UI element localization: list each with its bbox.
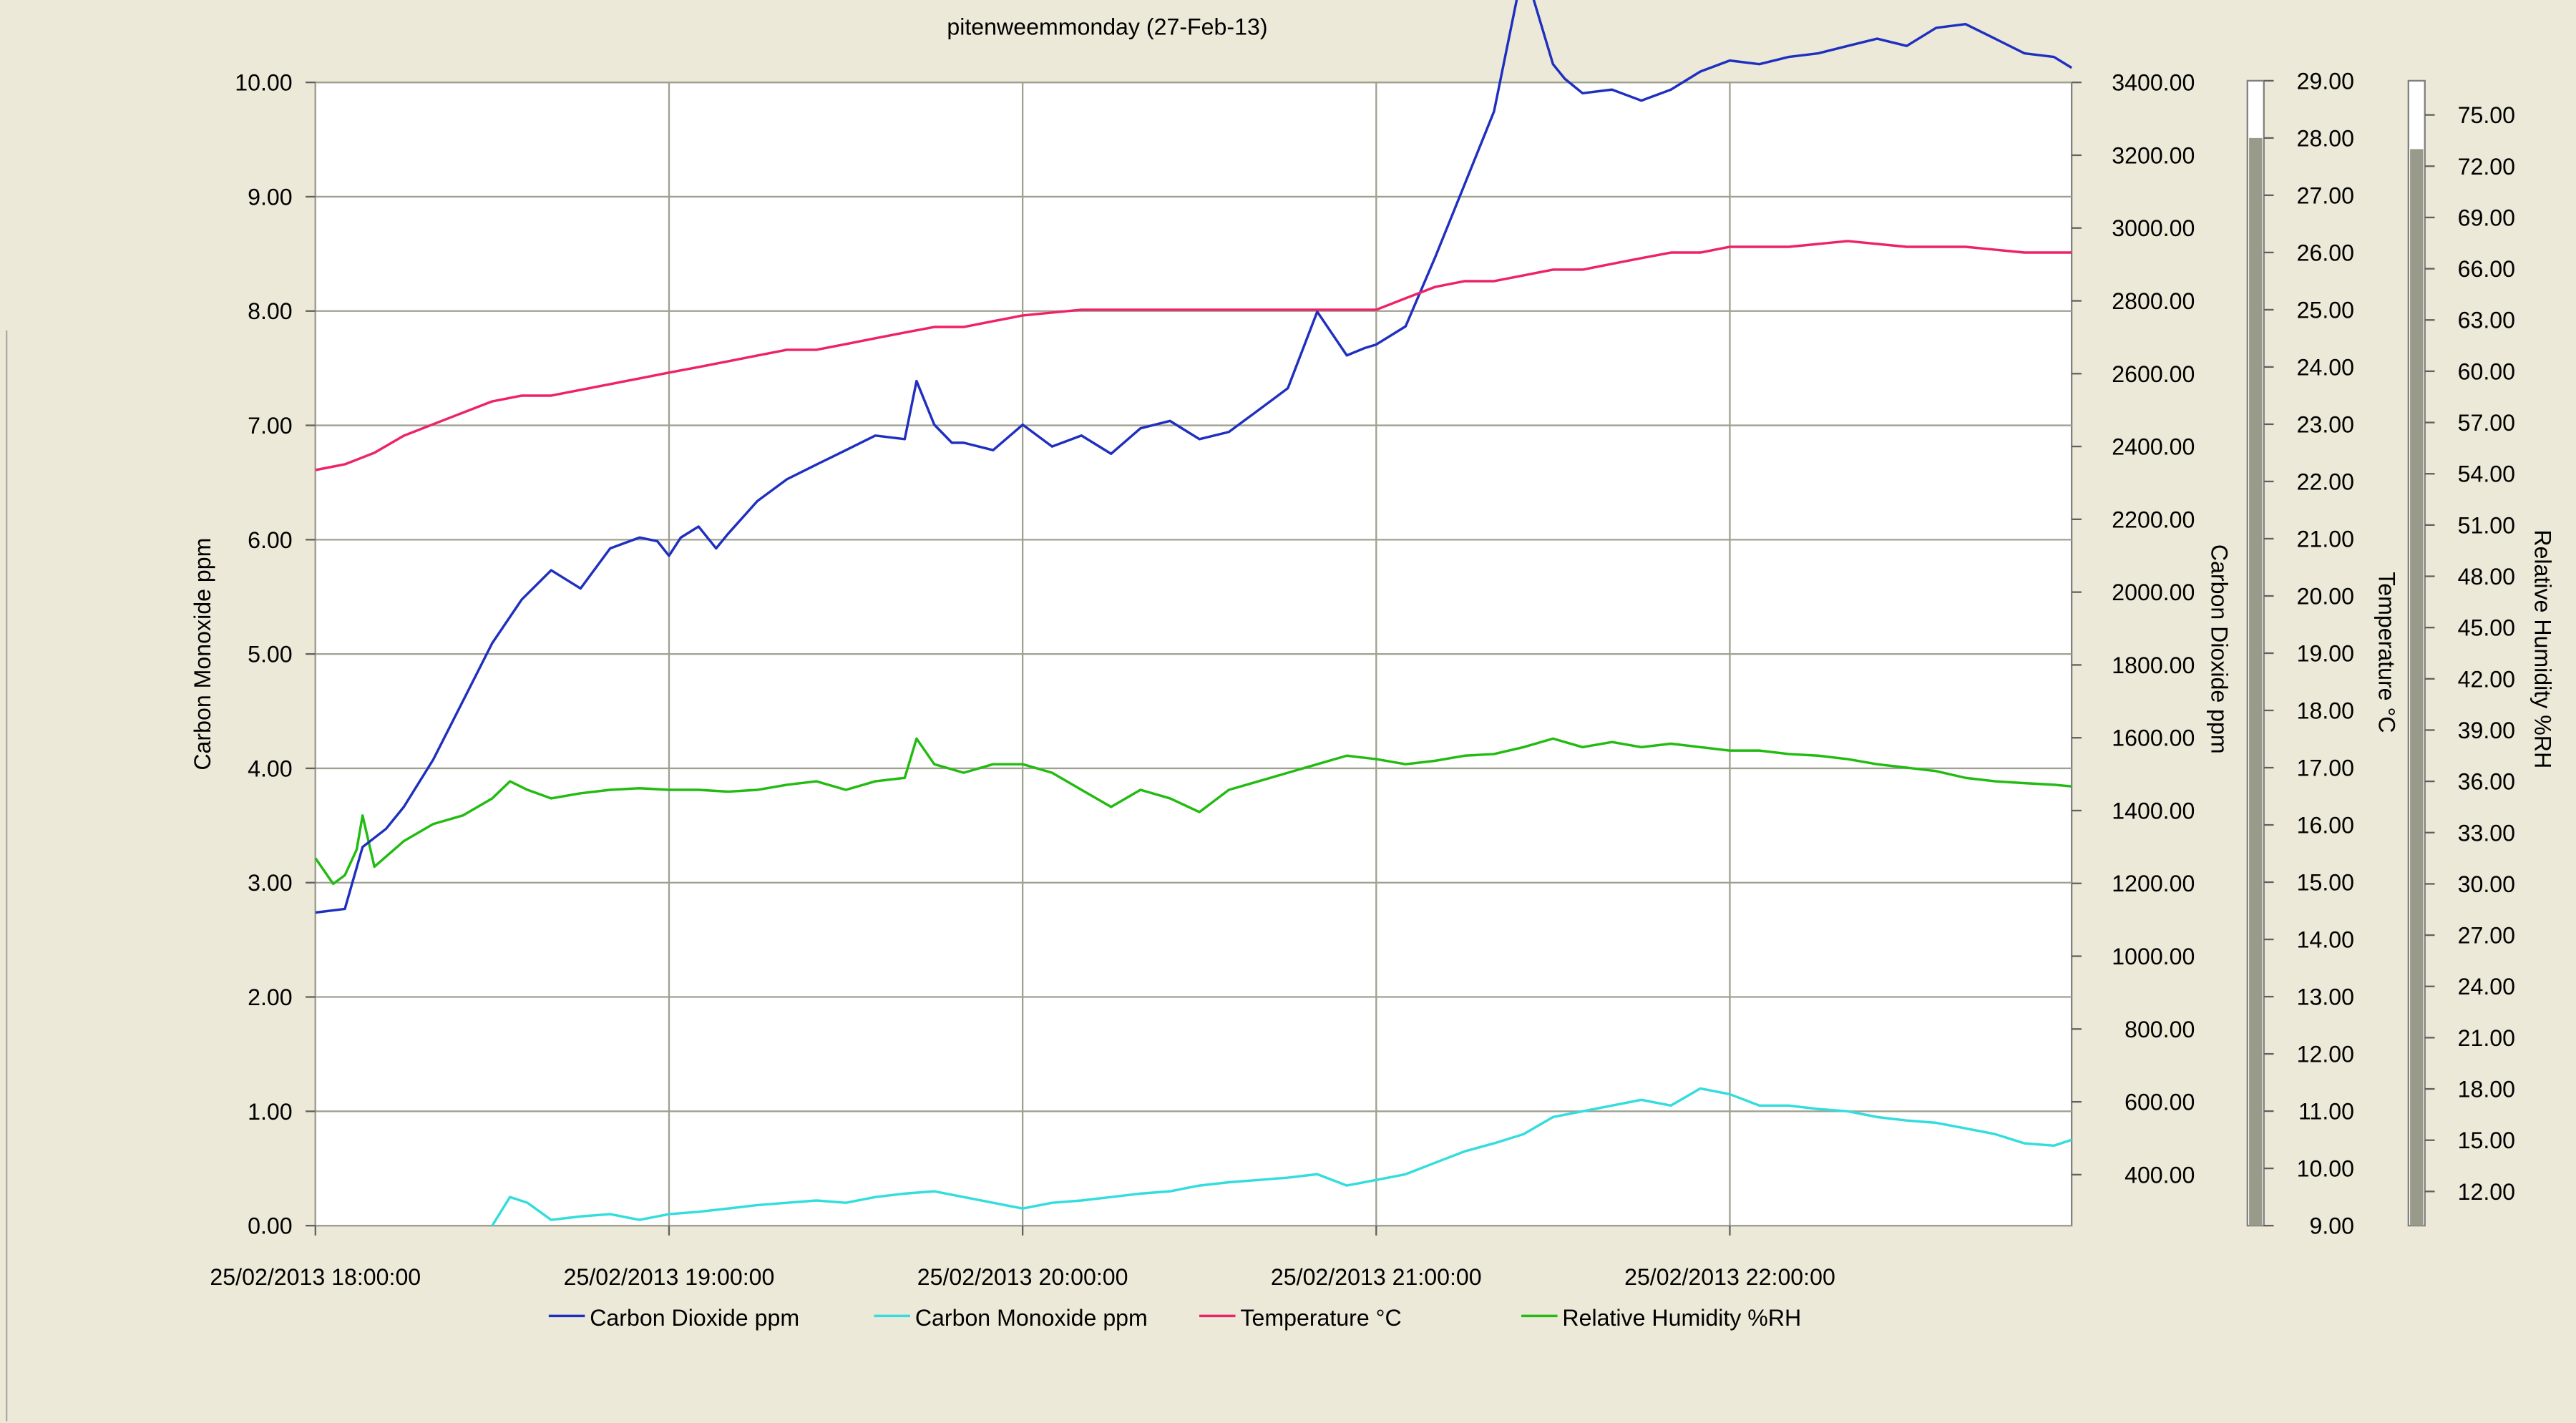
co2-tick-label: 400.00 [2124,1162,2195,1188]
co2-tick-label: 3400.00 [2112,70,2195,96]
legend: Carbon Dioxide ppm Carbon Monoxide ppm Tem… [548,1305,1801,1331]
humidity-tick-label: 30.00 [2458,871,2515,897]
humidity-tick-label: 36.00 [2458,769,2515,795]
co-tick-label: 6.00 [248,527,293,553]
co-tick-label: 0.00 [248,1213,293,1239]
temperature-tick-label: 12.00 [2297,1042,2354,1067]
co2-tick-label: 2400.00 [2112,434,2195,460]
co-tick-label: 2.00 [248,984,293,1010]
co2-tick-label: 2800.00 [2112,288,2195,314]
x-tick-label: 25/02/2013 18:00:00 [210,1264,421,1290]
co2-tick-label: 1000.00 [2112,944,2195,969]
humidity-tick-label: 18.00 [2458,1077,2515,1102]
temperature-axis-ticks: 9.00 10.00 11.00 12.00 13.00 14.00 15.00 16.00 1… [2263,68,2355,1239]
co-tick-label: 7.00 [248,413,293,439]
humidity-tick-label: 39.00 [2458,718,2515,743]
co-tick-label: 3.00 [248,870,293,896]
humidity-tick-label: 15.00 [2458,1128,2515,1153]
humidity-tick-label: 72.00 [2458,154,2515,180]
humidity-tick-label: 66.00 [2458,256,2515,282]
temperature-tick-label: 24.00 [2297,354,2354,380]
humidity-tick-label: 27.00 [2458,923,2515,949]
series-layer [314,0,2073,1227]
humidity-tick-label: 45.00 [2458,615,2515,641]
co2-tick-label: 600.00 [2124,1090,2195,1115]
temperature-tick-label: 19.00 [2297,640,2354,666]
co2-tick-label: 2600.00 [2112,361,2195,387]
temperature-tick-label: 27.00 [2297,182,2354,208]
co2-axis-ticks: 400.00 600.00 800.00 1000.00 1200.00 1400.00 1… [2072,70,2195,1188]
temperature-tick-label: 23.00 [2297,411,2354,437]
temperature-gauge-fill [2249,137,2263,1226]
humidity-tick-label: 51.00 [2458,512,2515,538]
temperature-tick-label: 10.00 [2297,1156,2354,1182]
x-tick-label: 25/02/2013 20:00:00 [917,1264,1128,1290]
temperature-tick-label: 9.00 [2310,1213,2355,1239]
co-tick-label: 4.00 [248,755,293,781]
series-line-0 [315,0,2073,914]
legend-label: Temperature °C [1240,1305,1401,1331]
series-line-2 [315,240,2072,471]
temperature-tick-label: 14.00 [2297,927,2354,953]
chart-title: pitenweemmonday (27-Feb-13) [947,14,1267,40]
co2-tick-label: 2200.00 [2112,507,2195,532]
humidity-gauge-fill [2410,149,2424,1226]
x-axis-ticks: 25/02/2013 18:00:00 25/02/2013 19:00:00 25… [210,1226,1835,1290]
co-tick-label: 9.00 [248,184,293,210]
humidity-tick-label: 42.00 [2458,666,2515,692]
co-tick-label: 1.00 [248,1099,293,1125]
co-tick-label: 10.00 [235,70,292,96]
temperature-tick-label: 17.00 [2297,755,2354,781]
co2-tick-label: 1400.00 [2112,798,2195,823]
temperature-tick-label: 22.00 [2297,469,2354,494]
co2-axis-label: Carbon Dioxide ppm [2206,544,2232,754]
temperature-tick-label: 28.00 [2297,125,2354,151]
temperature-tick-label: 11.00 [2298,1099,2354,1125]
humidity-tick-label: 75.00 [2458,102,2515,128]
humidity-tick-label: 33.00 [2458,820,2515,846]
temperature-tick-label: 15.00 [2297,870,2354,896]
humidity-tick-label: 21.00 [2458,1025,2515,1051]
temperature-axis-label: Temperature °C [2373,572,2399,733]
temperature-tick-label: 18.00 [2297,698,2354,723]
temperature-tick-label: 26.00 [2297,240,2354,265]
left-axis-ticks: 0.00 1.00 2.00 3.00 4.00 5.00 6.00 7.00 8.00 9.00… [235,70,316,1239]
x-tick-label: 25/02/2013 19:00:00 [564,1264,775,1290]
temperature-tick-label: 29.00 [2297,68,2354,94]
humidity-axis-label: Relative Humidity %RH [2530,529,2556,768]
co2-tick-label: 2000.00 [2112,580,2195,605]
temperature-tick-label: 20.00 [2297,583,2354,609]
series-line-3 [314,737,2072,886]
legend-label: Carbon Dioxide ppm [590,1305,799,1331]
humidity-tick-label: 57.00 [2458,410,2515,436]
co2-tick-label: 1600.00 [2112,725,2195,751]
humidity-tick-label: 60.00 [2458,358,2515,384]
humidity-tick-label: 12.00 [2458,1179,2515,1205]
legend-label: Carbon Monoxide ppm [915,1305,1148,1331]
co-tick-label: 8.00 [248,298,293,324]
temperature-tick-label: 21.00 [2297,526,2354,552]
co-tick-label: 5.00 [248,642,293,668]
co2-tick-label: 1200.00 [2112,871,2195,896]
x-tick-label: 25/02/2013 21:00:00 [1271,1264,1482,1290]
humidity-tick-label: 54.00 [2458,461,2515,487]
x-tick-label: 25/02/2013 22:00:00 [1624,1264,1835,1290]
co2-tick-label: 800.00 [2124,1017,2195,1042]
humidity-tick-label: 24.00 [2458,974,2515,999]
series-line-1 [491,1087,2072,1227]
temperature-tick-label: 13.00 [2297,984,2354,1010]
humidity-tick-label: 69.00 [2458,205,2515,230]
co2-tick-label: 1800.00 [2112,652,2195,678]
temperature-tick-label: 16.00 [2297,813,2354,838]
humidity-tick-label: 63.00 [2458,308,2515,333]
humidity-tick-label: 48.00 [2458,564,2515,590]
legend-label: Relative Humidity %RH [1562,1305,1801,1331]
co2-tick-label: 3000.00 [2112,215,2195,241]
temperature-tick-label: 25.00 [2297,297,2354,323]
humidity-axis-ticks: 12.00 15.00 18.00 21.00 24.00 27.00 30.00 33.00… [2424,102,2515,1205]
grid-lines [314,82,2072,1227]
left-axis-label: Carbon Monoxide ppm [190,538,215,771]
co2-tick-label: 3200.00 [2112,142,2195,168]
